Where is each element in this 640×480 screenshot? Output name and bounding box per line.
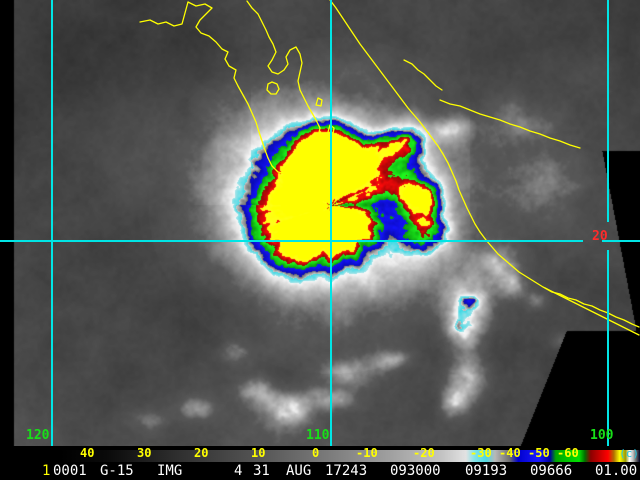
coastline-segment-6 — [439, 99, 581, 149]
colorbar-tick-neg30: -30 — [470, 446, 492, 460]
coastline-segment-12 — [327, 124, 335, 135]
status-field-9: 09193 — [465, 463, 508, 479]
colorbar-tick-neg40: -40 — [499, 446, 521, 460]
colorbar-tick-40: 40 — [80, 446, 95, 460]
status-field-8: 093000 — [390, 463, 441, 479]
coastline-segment-10 — [544, 287, 640, 328]
colorbar-tick-20: 20 — [194, 446, 209, 460]
coastline-overlay — [139, 0, 640, 336]
status-field-4: 4 — [234, 463, 243, 479]
status-line: 1 0001 G-15 IMG 4 31 AUG 17243 093000 09193 09666 0… — [0, 463, 640, 480]
status-field-1: 0001 — [53, 463, 87, 479]
colorbar-tick-neg20: -20 — [413, 446, 435, 460]
status-field-7: 17243 — [325, 463, 368, 479]
status-field-10: 09666 — [530, 463, 573, 479]
colorbar-tick-30: 30 — [137, 446, 152, 460]
longitude-label-110: 110 — [306, 428, 330, 443]
colorbar-tick-10: 10 — [251, 446, 266, 460]
longitude-label-120: 120 — [26, 428, 50, 443]
coastline-segment-11 — [315, 97, 323, 107]
map-overlay-layer — [0, 0, 640, 446]
satellite-image-panel[interactable]: 20 120 110 100 — [0, 0, 640, 446]
temperature-colorbar[interactable] — [60, 450, 640, 462]
coastline-segment-5 — [479, 231, 640, 336]
colorbar-tick-neg60: -60 — [557, 446, 579, 460]
status-field-0: 1 — [42, 463, 51, 479]
status-field-3: IMG — [157, 463, 183, 479]
status-field-5: 31 — [253, 463, 270, 479]
status-field-11: 01.00 — [595, 463, 638, 479]
satellite-raster[interactable] — [0, 0, 640, 446]
latitude-label-20: 20 — [592, 229, 608, 244]
latlon-grid-overlay — [0, 0, 640, 446]
colorbar-tick-neg10: -10 — [356, 446, 378, 460]
bottom-info-panel: 40 30 20 10 0 -10 -20 -30 -40 -50 -60 (c) 1 0001 G-1… — [0, 446, 640, 480]
coastline-segment-7 — [266, 81, 280, 95]
coastline-segment-3 — [329, 0, 421, 123]
coastline-segment-0 — [187, 1, 269, 159]
colorbar-tick-neg50: -50 — [528, 446, 550, 460]
status-field-2: G-15 — [100, 463, 134, 479]
copyright-mark: (c) — [619, 447, 639, 460]
coastline-segment-8 — [139, 1, 189, 27]
coastline-segment-2 — [267, 157, 332, 175]
coastline-segment-4 — [419, 121, 481, 233]
coastline-segment-1 — [246, 0, 332, 164]
longitude-label-100: 100 — [590, 428, 614, 443]
colorbar-row: 40 30 20 10 0 -10 -20 -30 -40 -50 -60 (c) — [0, 446, 640, 464]
status-field-6: AUG — [286, 463, 312, 479]
colorbar-tick-0: 0 — [312, 446, 320, 460]
coastline-segment-9 — [403, 59, 443, 91]
